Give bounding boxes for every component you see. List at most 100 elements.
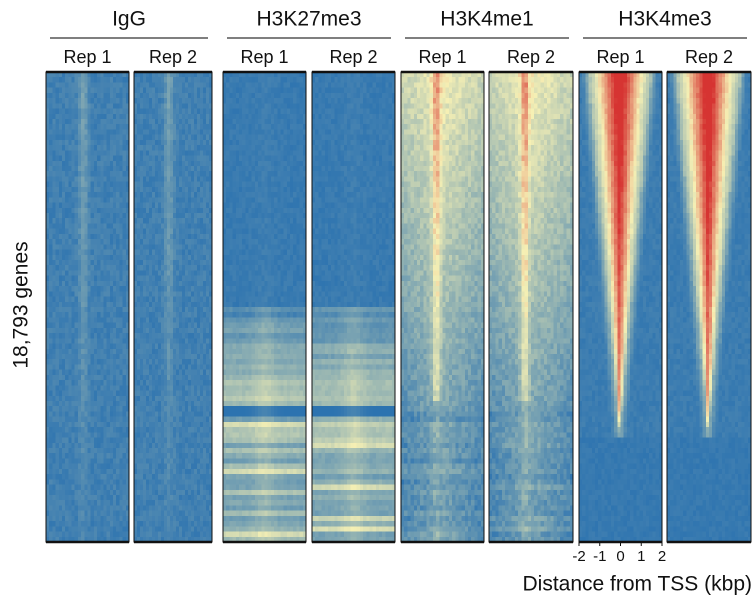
heatmap-cell — [110, 297, 114, 303]
heatmap-cell — [46, 286, 50, 292]
heatmap-cell — [59, 302, 63, 308]
heatmap-cell — [46, 317, 50, 323]
heatmap-cell — [261, 124, 265, 130]
heatmap-cell — [173, 140, 176, 146]
heatmap-cell — [206, 187, 209, 193]
heatmap-cell — [56, 150, 60, 156]
heatmap-cell — [203, 150, 206, 156]
heatmap-cell — [137, 438, 140, 444]
heatmap-cell — [173, 521, 176, 527]
heatmap-cell — [185, 203, 188, 209]
heatmap-cell — [194, 182, 197, 188]
heatmap-cell — [155, 422, 158, 428]
heatmap-cell — [81, 359, 85, 365]
heatmap-cell — [173, 317, 176, 323]
heatmap-cell — [134, 291, 137, 297]
heatmap-cell — [188, 380, 191, 386]
heatmap-cell — [46, 229, 50, 235]
heatmap-cell — [155, 333, 158, 339]
heatmap-cell — [84, 114, 88, 120]
heatmap-cell — [274, 124, 278, 130]
heatmap-cell — [194, 291, 197, 297]
heatmap-cell — [255, 114, 259, 120]
heatmap-cell — [75, 427, 79, 433]
heatmap-cell — [287, 124, 291, 130]
heatmap-cell — [239, 98, 243, 104]
heatmap-cell — [185, 453, 188, 459]
heatmap-cell — [103, 88, 107, 94]
heatmap-cell — [161, 229, 164, 235]
heatmap-cell — [72, 213, 76, 219]
heatmap-cell — [107, 82, 111, 88]
heatmap-cell — [97, 302, 101, 308]
heatmap-cell — [68, 250, 72, 256]
heatmap-cell — [134, 265, 137, 271]
heatmap-cell — [249, 114, 253, 120]
heatmap-cell — [155, 396, 158, 402]
heatmap-cell — [280, 114, 284, 120]
heatmap-cell — [194, 359, 197, 365]
heatmap-cell — [46, 464, 50, 470]
heatmap-cell — [62, 82, 66, 88]
heatmap-cell — [182, 223, 185, 229]
heatmap-cell — [52, 82, 56, 88]
heatmap-cell — [149, 208, 152, 214]
heatmap-cell — [146, 192, 149, 198]
heatmap-cell — [191, 265, 194, 271]
heatmap-cell — [188, 458, 191, 464]
heatmap-cell — [164, 505, 167, 511]
heatmap-cell — [158, 427, 161, 433]
heatmap-cell — [88, 417, 92, 423]
heatmap-cell — [84, 375, 88, 381]
heatmap-cell — [113, 239, 117, 245]
heatmap-cell — [194, 411, 197, 417]
heatmap-cell — [78, 485, 82, 491]
heatmap-cell — [123, 176, 127, 182]
heatmap-cell — [170, 495, 173, 501]
heatmap-cell — [155, 302, 158, 308]
heatmap-cell — [194, 521, 197, 527]
heatmap-cell — [206, 464, 209, 470]
heatmap-cell — [116, 77, 120, 83]
heatmap-cell — [194, 218, 197, 224]
heatmap-cell — [110, 161, 114, 167]
heatmap-cell — [185, 432, 188, 438]
heatmap-cell — [72, 474, 76, 480]
heatmap-cell — [46, 197, 50, 203]
heatmap-cell — [197, 182, 200, 188]
heatmap-cell — [91, 479, 95, 485]
heatmap-cell — [206, 156, 209, 162]
heatmap-cell — [170, 208, 173, 214]
heatmap-cell — [91, 422, 95, 428]
heatmap-cell — [140, 490, 143, 496]
heatmap-cell — [52, 187, 56, 193]
heatmap-cell — [100, 338, 104, 344]
heatmap-cell — [56, 417, 60, 423]
heatmap-cell — [91, 135, 95, 141]
heatmap-cell — [46, 234, 50, 240]
heatmap-cell — [84, 432, 88, 438]
heatmap-cell — [46, 516, 50, 522]
heatmap-cell — [46, 385, 50, 391]
heatmap-cell — [84, 323, 88, 329]
heatmap-cell — [188, 521, 191, 527]
heatmap-cell — [100, 103, 104, 109]
heatmap-cell — [123, 312, 127, 318]
heatmap-cell — [94, 396, 98, 402]
heatmap-cell — [158, 349, 161, 355]
heatmap-cell — [119, 77, 123, 83]
heatmap-cell — [110, 453, 114, 459]
heatmap-cell — [203, 77, 206, 83]
heatmap-cell — [49, 239, 53, 245]
heatmap-cell — [103, 302, 107, 308]
heatmap-cell — [123, 396, 127, 402]
heatmap-cell — [110, 516, 114, 522]
heatmap-cell — [59, 464, 63, 470]
heatmap-cell — [173, 438, 176, 444]
heatmap-cell — [78, 375, 82, 381]
heatmap-cell — [97, 333, 101, 339]
heatmap-cell — [110, 103, 114, 109]
heatmap-cell — [194, 197, 197, 203]
heatmap-cell — [170, 370, 173, 376]
heatmap-cell — [119, 93, 123, 99]
